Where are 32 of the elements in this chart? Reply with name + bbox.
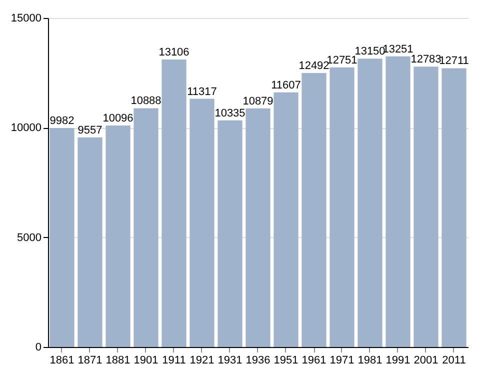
x-tick-label: 1911 [162,354,186,366]
x-tick-label: 1861 [50,354,74,366]
y-tick-label: 0 [35,342,42,354]
x-tick-label: 1991 [386,354,410,366]
data-label: 11317 [187,86,217,98]
x-tick-label: 1901 [134,354,158,366]
x-tick-label: 1921 [190,354,214,366]
x-tick-label: 1981 [358,354,382,366]
data-label: 10335 [214,107,246,120]
x-tick-label: 2001 [414,354,438,366]
data-label: 10096 [102,112,134,125]
data-label: 12492 [298,60,330,72]
x-tick-label: 1936 [246,354,270,366]
data-label: 11607 [271,79,301,92]
data-label: 13150 [354,46,386,58]
y-tick-label: 5000 [17,232,42,244]
data-label: 12711 [439,55,469,68]
data-label: 10888 [130,95,162,108]
data-label: 9557 [78,124,102,136]
x-tick-label: 1951 [274,354,298,366]
data-label: 10879 [242,95,274,108]
x-tick-label: 1881 [106,354,130,366]
data-label: 9982 [50,115,74,128]
x-tick-label: 1871 [78,354,102,366]
data-label: 13106 [158,46,190,59]
y-tick-label: 15000 [10,12,42,24]
x-tick-label: 1961 [302,354,326,366]
x-tick-label: 1931 [218,354,242,366]
y-tick-label: 10000 [10,122,42,134]
data-label: 12783 [410,54,442,66]
x-tick-label: 1971 [330,354,354,366]
x-tick-label: 2011 [442,354,466,366]
